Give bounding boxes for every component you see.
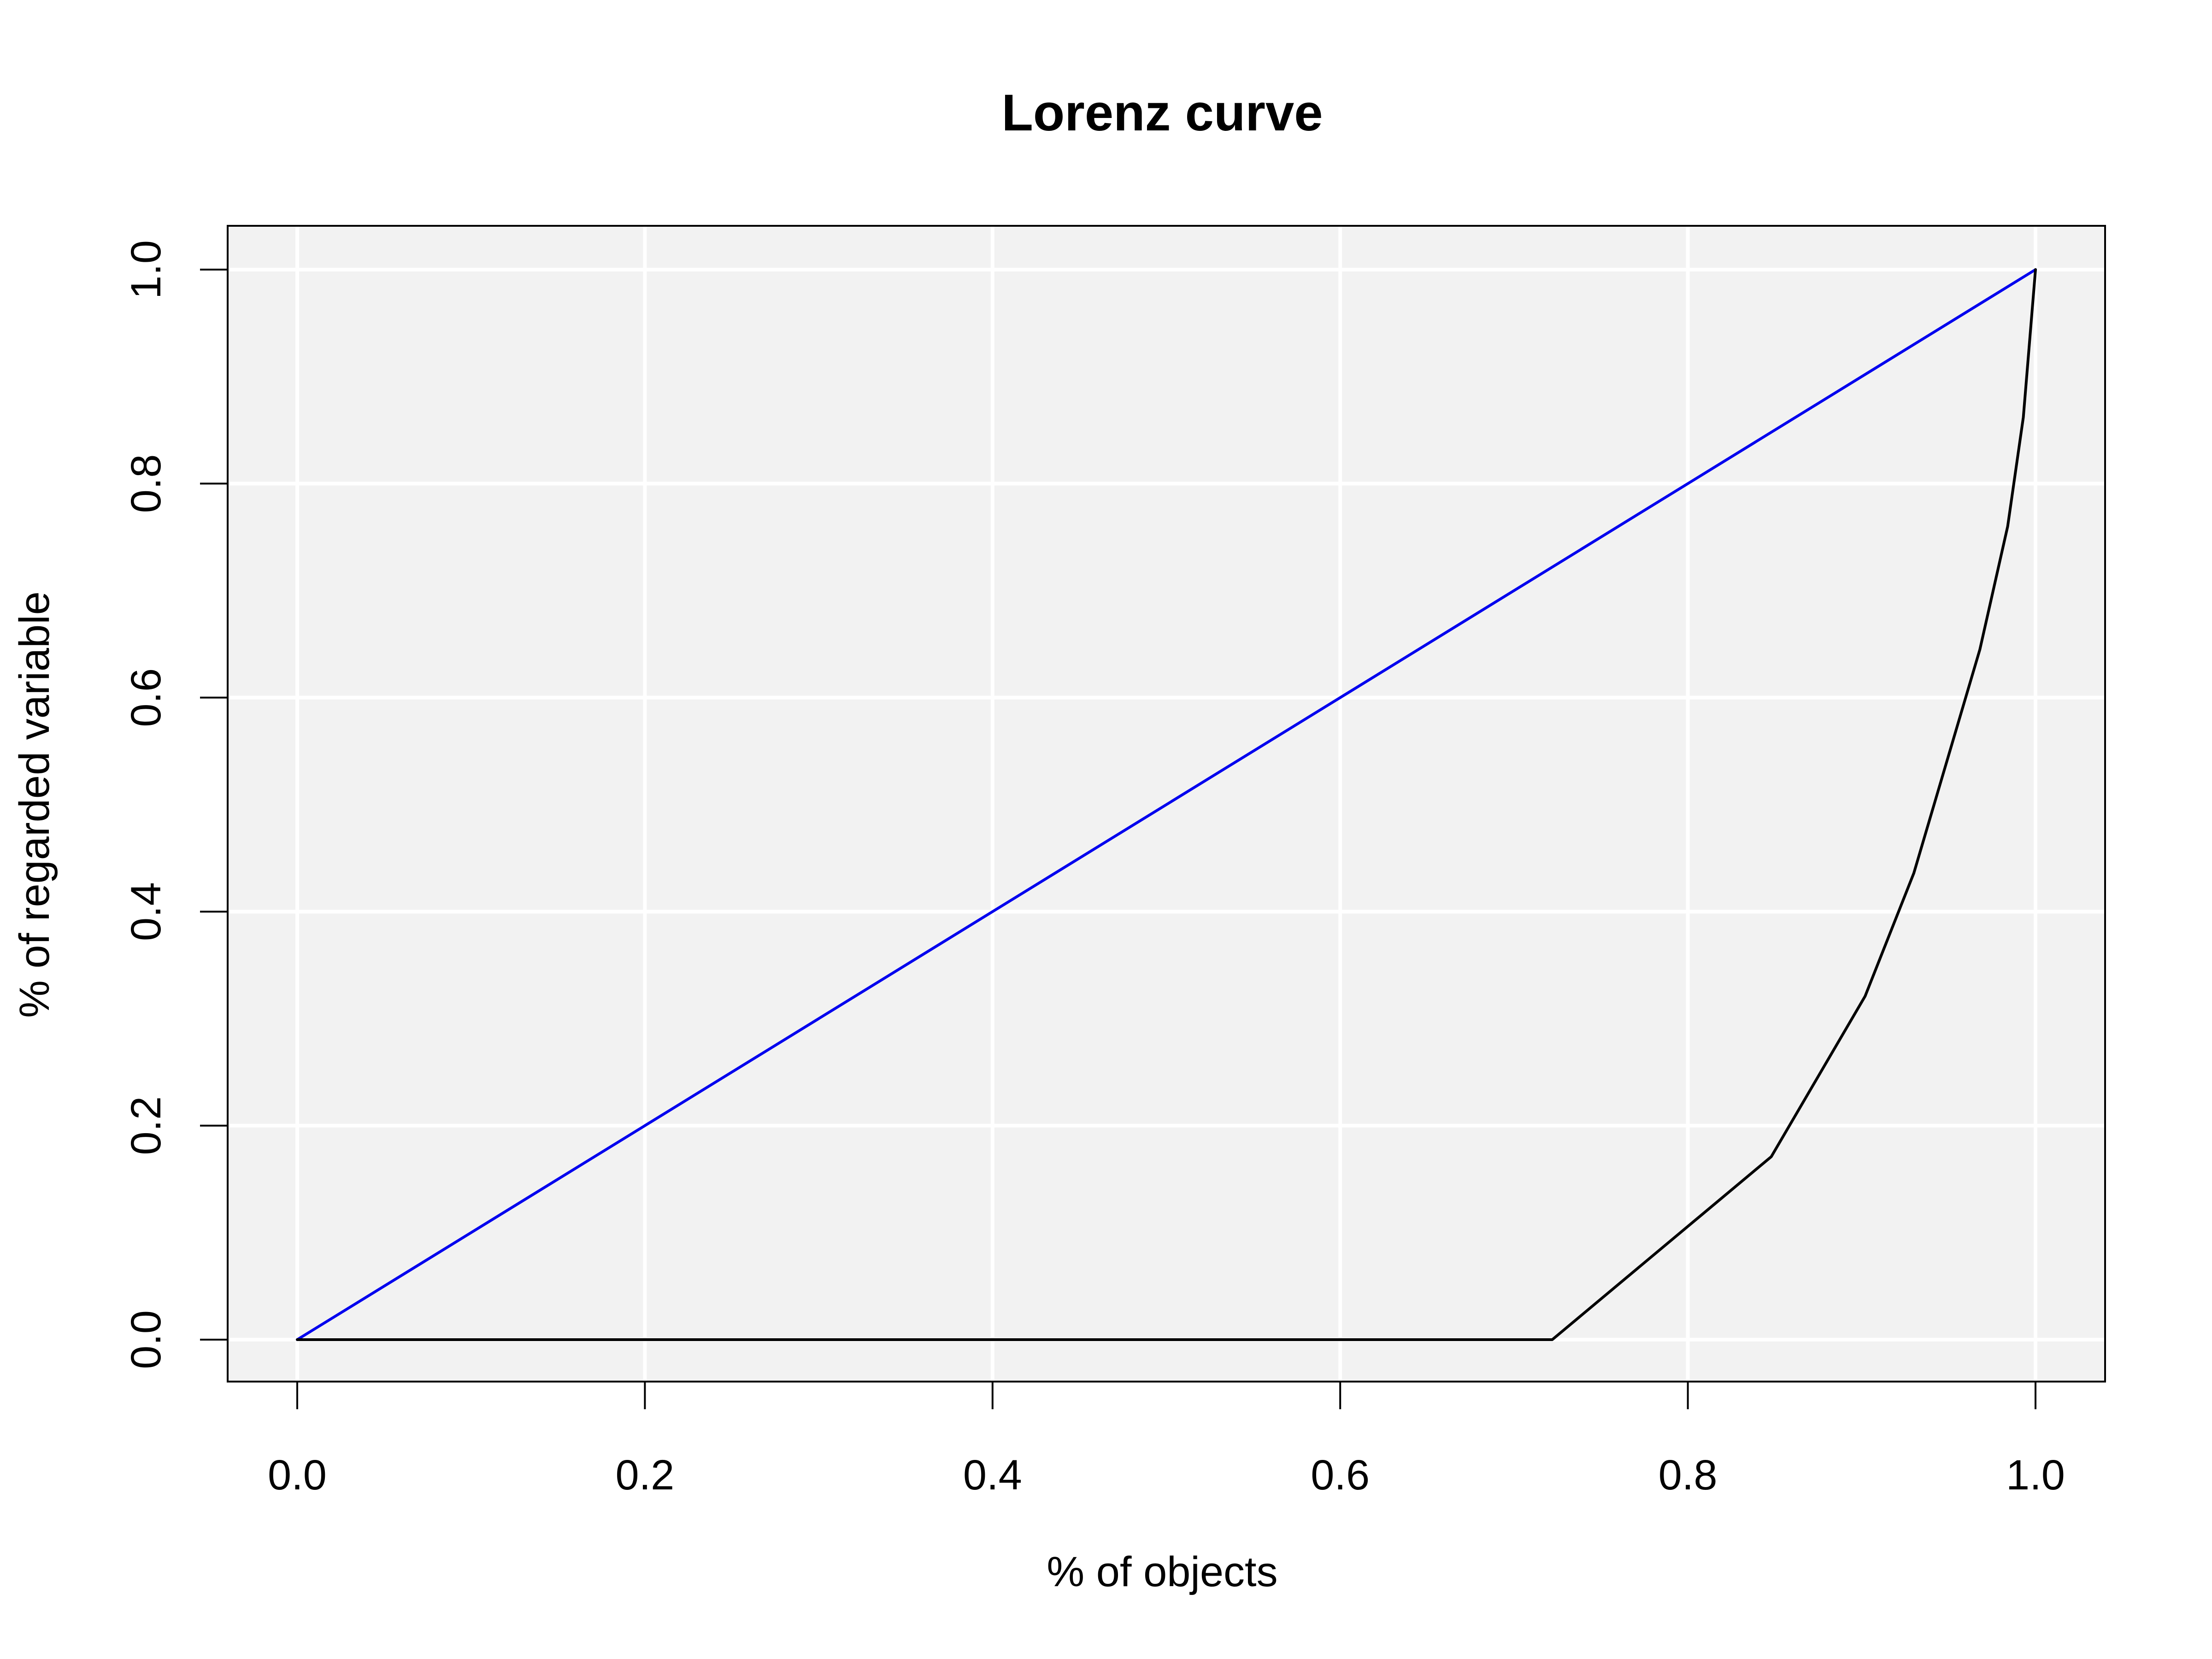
y-tick-label-2: 0.4	[123, 882, 170, 941]
x-tick-label-2: 0.4	[963, 1452, 1022, 1499]
plot-frame	[227, 225, 2106, 1382]
grid	[228, 226, 2105, 1382]
y-tick-label-1: 0.2	[123, 1096, 170, 1155]
x-tick-label-3: 0.6	[1311, 1452, 1370, 1499]
y-tick-label-4: 0.8	[123, 454, 170, 513]
x-tick-label-1: 0.2	[615, 1452, 674, 1499]
chart-title: Lorenz curve	[1001, 84, 1323, 141]
y-tick-label-5: 1.0	[123, 240, 170, 299]
y-tick-label-3: 0.6	[123, 668, 170, 727]
x-tick-label-5: 1.0	[2006, 1452, 2065, 1499]
axes: 0.0 0.2 0.4 0.6 0.8 1.0 0.0 0.2 0.4 0.6 0.8 1.0	[123, 225, 2106, 1499]
series-line-0	[296, 268, 2037, 1341]
x-tick-label-4: 0.8	[1659, 1452, 1718, 1499]
y-tick-label-0: 0.0	[123, 1310, 170, 1369]
x-tick-label-0: 0.0	[268, 1452, 327, 1499]
series-layer	[296, 268, 2037, 1341]
series-line-1	[296, 268, 2037, 1341]
x-axis-label: % of objects	[1047, 1548, 1277, 1595]
y-axis-label: % of regarded variable	[11, 591, 58, 1018]
